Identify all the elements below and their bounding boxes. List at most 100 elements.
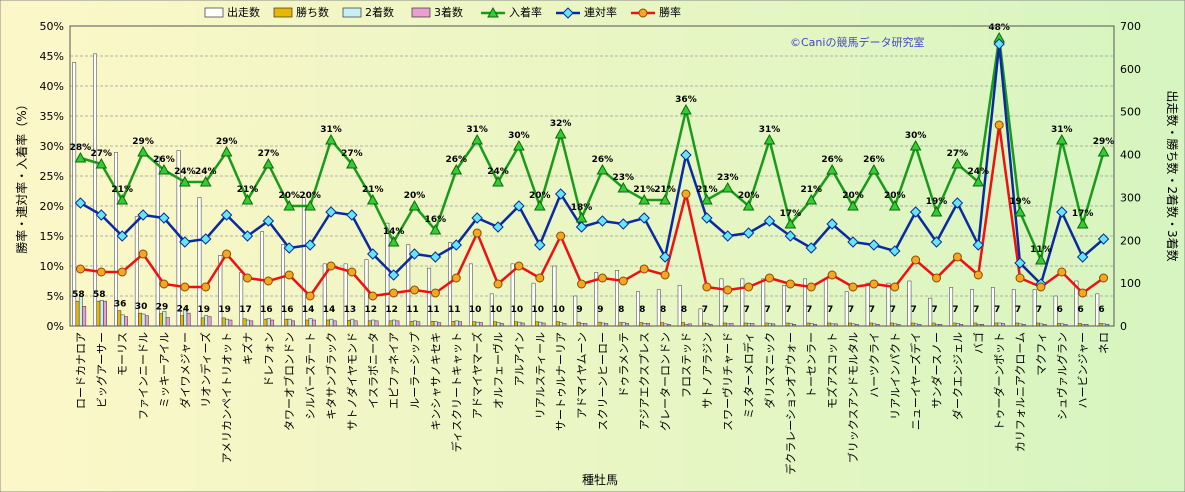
marker-勝率 (514, 261, 524, 271)
marker-連対率 (262, 215, 275, 227)
marker-勝率 (660, 270, 670, 280)
marker-勝率 (180, 282, 190, 292)
category-label: アジアエクスプレス (638, 332, 651, 430)
top3-rate-label: 21% (696, 185, 718, 195)
marker-勝率 (994, 120, 1004, 130)
bar-勝ち数 (200, 317, 205, 327)
top3-rate-label: 28% (70, 143, 92, 153)
category-label: モズアスコット (825, 332, 839, 409)
bar-出走数 (740, 278, 745, 327)
win-count-label: 16 (260, 305, 273, 315)
win-count-label: 8 (639, 305, 645, 315)
marker-連対率 (575, 221, 588, 233)
marker-連対率 (680, 149, 692, 161)
marker-連対率 (200, 233, 212, 245)
marker-勝率 (556, 231, 566, 241)
win-count-label: 58 (72, 290, 85, 300)
marker-勝率 (973, 270, 983, 280)
bar-勝ち数 (555, 321, 560, 327)
category-label: シルバーステート (304, 332, 317, 419)
marker-連対率 (283, 242, 295, 254)
right-tick-label: 700 (1120, 20, 1141, 33)
marker-連対率 (95, 209, 108, 221)
left-tick-label: 10% (40, 260, 64, 273)
bar-3着数 (165, 317, 170, 327)
top3-rate-label: 21% (800, 185, 822, 195)
win-count-label: 12 (385, 305, 398, 315)
category-label: ディスクリートキャット (449, 332, 463, 452)
legend-swatch (342, 7, 362, 18)
legend-label: 連対率 (584, 5, 617, 19)
top3-rate-label: 48% (988, 23, 1010, 33)
top3-rate-label: 20% (278, 191, 300, 201)
bar-勝ち数 (409, 321, 414, 327)
top3-rate-label: 19% (926, 197, 948, 207)
top3-rate-label: 20% (299, 191, 321, 201)
win-count-label: 7 (827, 305, 833, 315)
left-tick-label: 45% (40, 50, 64, 63)
top3-rate-label: 21% (237, 185, 259, 195)
marker-連対率 (74, 197, 87, 209)
marker-勝率 (785, 279, 795, 289)
category-label: エピファネイア (388, 332, 401, 409)
legend-marker (487, 6, 499, 18)
marker-連対率 (930, 236, 943, 248)
marker-連対率 (534, 239, 546, 251)
right-tick-label: 500 (1120, 106, 1141, 119)
bar-出走数 (823, 278, 828, 327)
bar-勝ち数 (618, 322, 623, 327)
category-label: バゴ (971, 332, 985, 354)
top3-rate-label: 29% (1093, 137, 1115, 147)
win-count-label: 8 (681, 305, 687, 315)
category-label: ミスターメロディ (742, 332, 756, 419)
marker-勝率 (347, 267, 357, 277)
top3-rate-label: 21% (362, 185, 384, 195)
marker-入着率 (137, 145, 149, 157)
marker-入着率 (450, 163, 463, 175)
bar-2着数 (517, 321, 522, 327)
bar-勝ち数 (534, 321, 539, 327)
win-count-label: 19 (218, 305, 231, 315)
category-label: ロードカナロア (74, 332, 87, 409)
bar-3着数 (249, 320, 254, 327)
credit-text: ©Caniの競馬データ研究室 (790, 35, 924, 49)
marker-勝率 (890, 282, 900, 292)
category-label: スクリーンヒーロー (596, 332, 609, 430)
marker-入着率 (1076, 217, 1089, 229)
category-label: ハービンジャー (1077, 332, 1090, 408)
marker-勝率 (305, 291, 315, 301)
bar-勝ち数 (430, 321, 435, 327)
marker-勝率 (451, 273, 461, 283)
bar-2着数 (454, 320, 459, 327)
marker-入着率 (930, 205, 943, 217)
top3-rate-label: 21% (654, 185, 676, 195)
bar-2着数 (120, 314, 125, 327)
win-count-label: 7 (869, 305, 875, 315)
marker-連対率 (408, 248, 421, 260)
bar-勝ち数 (326, 319, 330, 327)
marker-入着率 (1035, 253, 1047, 265)
marker-入着率 (1055, 133, 1068, 145)
win-count-label: 8 (618, 305, 624, 315)
bar-勝ち数 (305, 319, 310, 327)
left-tick-label: 50% (40, 20, 64, 33)
marker-勝率 (911, 255, 921, 265)
marker-入着率 (951, 157, 964, 169)
win-count-label: 10 (552, 305, 565, 315)
top3-rate-label: 19% (1009, 197, 1031, 207)
axes-group: 0% 5% 10% 15% 20% 25% 30% 35% 40% 45% 50% 0 100 200 30… (14, 20, 1180, 487)
win-count-label: 7 (848, 305, 854, 315)
top3-rate-label: 20% (529, 191, 551, 201)
bar-3着数 (458, 321, 462, 327)
bar-3着数 (395, 320, 400, 327)
marker-勝率 (117, 267, 127, 277)
bar-出走数 (468, 263, 473, 327)
marker-入着率 (533, 199, 546, 211)
category-label: ネロ (1098, 332, 1111, 354)
win-count-label: 6 (1098, 305, 1104, 315)
category-label: リアルスティール (534, 332, 547, 419)
top3-rate-label: 17% (780, 209, 802, 219)
win-count-label: 12 (364, 305, 377, 315)
right-axis-title: 出走数・勝ち数・2着数・3着数 (1165, 90, 1180, 261)
top3-rate-label: 24% (195, 167, 217, 177)
